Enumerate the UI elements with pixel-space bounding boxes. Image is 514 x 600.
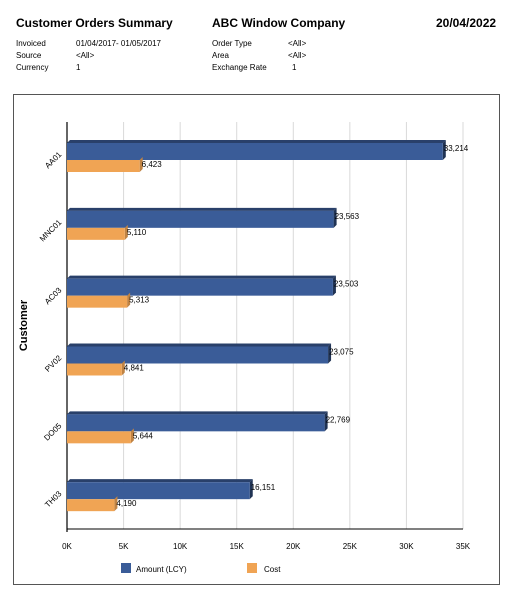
category-label: AA01 xyxy=(43,150,64,171)
category-label: DO05 xyxy=(42,421,64,443)
report-date: 20/04/2022 xyxy=(436,16,497,30)
y-axis-title: Customer xyxy=(18,299,30,351)
bar-chart: 0K 5K 10K 15K 20K 25K 30K 35K Customer 33,214 6,42… xyxy=(18,122,471,574)
cost-bar-side xyxy=(127,292,131,308)
cost-bar xyxy=(67,295,128,308)
amount-bar xyxy=(67,278,333,296)
x-tick-label: 0K xyxy=(62,542,72,551)
category-label: TH03 xyxy=(43,489,64,510)
cost-bar xyxy=(67,431,131,444)
category-label: AC03 xyxy=(43,285,64,306)
x-tick-label: 25K xyxy=(343,542,358,551)
amount-bar-side xyxy=(249,479,253,500)
order-type-value: <All> xyxy=(288,39,307,48)
source-value: <All> xyxy=(76,51,95,60)
amount-bar-top xyxy=(67,343,332,347)
cost-bar xyxy=(67,160,140,172)
category-label: MNC01 xyxy=(38,217,64,243)
chart-panel: 0K 5K 10K 15K 20K 25K 30K 35K Customer 33,214 6,42… xyxy=(13,94,500,585)
legend-swatch-cost xyxy=(247,563,257,573)
x-tick-label: 5K xyxy=(119,542,129,551)
legend-label-amount: Amount (LCY) xyxy=(136,565,187,574)
source-label: Source xyxy=(16,51,42,60)
order-type-label: Order Type xyxy=(212,39,252,48)
x-tick-label: 15K xyxy=(230,542,245,551)
x-tick-label: 35K xyxy=(456,542,471,551)
cost-value-label: 4,841 xyxy=(124,364,145,373)
amount-bar-top xyxy=(67,207,337,211)
amount-bar-side xyxy=(333,207,337,228)
legend-swatch-amount xyxy=(121,563,131,573)
amount-bar xyxy=(67,346,329,364)
x-tick-label: 10K xyxy=(173,542,188,551)
amount-bar-side xyxy=(324,411,328,432)
cost-bar xyxy=(67,363,122,376)
cost-bar-side xyxy=(121,360,125,376)
amount-bar-top xyxy=(67,411,328,415)
cost-value-label: 5,644 xyxy=(133,431,154,440)
amount-value-label: 23,075 xyxy=(329,348,354,357)
cost-bar xyxy=(67,499,115,512)
invoiced-value: 01/04/2017- 01/05/2017 xyxy=(76,39,161,48)
category-label: PV02 xyxy=(43,353,64,374)
amount-bar xyxy=(67,210,334,228)
cost-value-label: 5,110 xyxy=(127,228,147,237)
amount-bar-top xyxy=(67,140,446,143)
amount-value-label: 33,214 xyxy=(444,144,469,153)
cost-bar-side xyxy=(139,157,143,172)
amount-value-label: 23,503 xyxy=(334,280,359,289)
amount-bar xyxy=(67,482,250,500)
x-tick-label: 20K xyxy=(286,542,301,551)
cost-bar-side xyxy=(114,496,118,512)
amount-bar xyxy=(67,414,325,432)
invoiced-label: Invoiced xyxy=(16,39,46,48)
cost-bar-side xyxy=(124,224,128,240)
cost-bar xyxy=(67,227,125,240)
amount-bar-side xyxy=(332,275,336,296)
cost-value-label: 6,423 xyxy=(142,160,163,169)
exchange-rate-value: 1 xyxy=(292,63,297,72)
report-title: Customer Orders Summary xyxy=(16,16,173,30)
cost-bar-side xyxy=(130,428,134,444)
exchange-rate-label: Exchange Rate xyxy=(212,63,267,72)
company-name: ABC Window Company xyxy=(212,16,346,30)
area-label: Area xyxy=(212,51,229,60)
area-value: <All> xyxy=(288,51,307,60)
cost-value-label: 4,190 xyxy=(116,499,137,508)
amount-bar-side xyxy=(328,343,332,364)
amount-value-label: 22,769 xyxy=(326,415,351,424)
amount-bar-top xyxy=(67,275,336,279)
x-tick-label: 30K xyxy=(399,542,414,551)
currency-value: 1 xyxy=(76,63,81,72)
currency-label: Currency xyxy=(16,63,49,72)
amount-value-label: 23,563 xyxy=(335,212,360,221)
amount-bar-side xyxy=(442,140,446,160)
legend-label-cost: Cost xyxy=(264,565,281,574)
amount-value-label: 16,151 xyxy=(251,483,276,492)
amount-bar xyxy=(67,143,443,160)
cost-value-label: 5,313 xyxy=(129,296,150,305)
amount-bar-top xyxy=(67,479,253,483)
